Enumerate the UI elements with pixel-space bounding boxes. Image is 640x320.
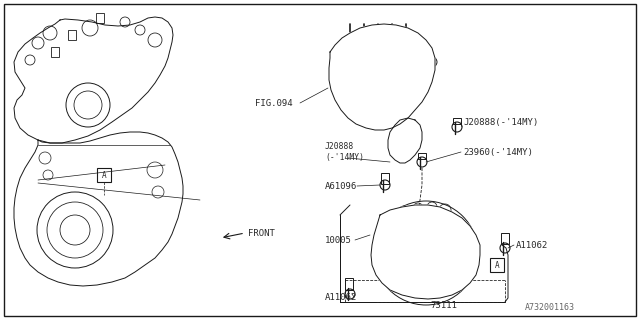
Text: A11062: A11062 [325, 292, 357, 301]
Polygon shape [388, 118, 422, 163]
Text: 73111: 73111 [430, 300, 457, 309]
Bar [453, 118, 461, 124]
Text: 10005: 10005 [325, 236, 352, 244]
Text: A732001163: A732001163 [525, 303, 575, 313]
Text: J20888
(-'14MY): J20888 (-'14MY) [325, 142, 364, 162]
Bar [96, 13, 104, 23]
Bar [97, 168, 111, 182]
Polygon shape [14, 132, 183, 286]
Text: A: A [495, 260, 499, 269]
Polygon shape [329, 24, 435, 130]
Text: FRONT: FRONT [248, 228, 275, 237]
Polygon shape [371, 205, 480, 299]
Bar [68, 30, 76, 40]
Bar [501, 233, 509, 244]
Text: 23960(-'14MY): 23960(-'14MY) [463, 148, 533, 156]
Bar [418, 153, 426, 159]
Text: J20888(-'14MY): J20888(-'14MY) [463, 117, 538, 126]
Text: A61096: A61096 [325, 181, 357, 190]
Text: FIG.094: FIG.094 [255, 99, 292, 108]
Bar [381, 173, 389, 184]
Text: A: A [102, 171, 106, 180]
Bar [345, 278, 353, 290]
Bar [490, 258, 504, 272]
Text: A11062: A11062 [516, 241, 548, 250]
Polygon shape [14, 17, 173, 143]
Bar [51, 47, 59, 57]
